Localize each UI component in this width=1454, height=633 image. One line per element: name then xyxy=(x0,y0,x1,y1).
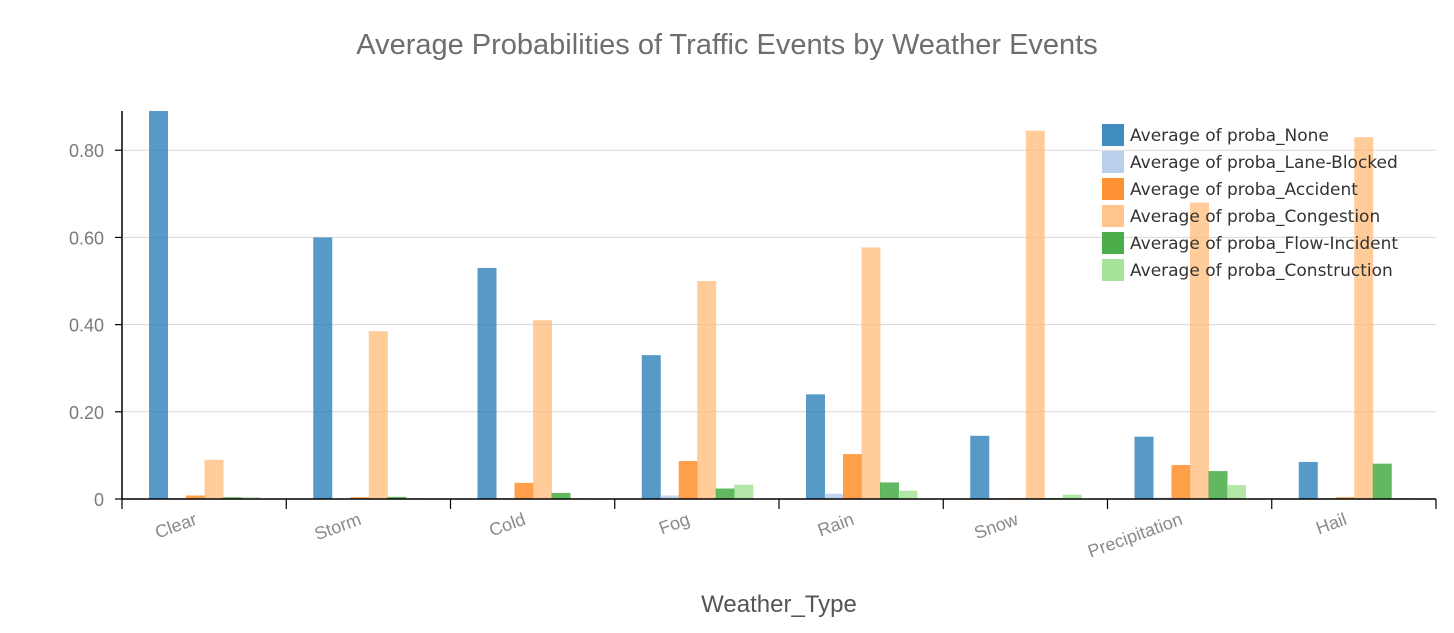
bar-precipitation-6[interactable] xyxy=(1227,485,1246,499)
bar-rain-5[interactable] xyxy=(880,482,899,499)
bar-rain-2[interactable] xyxy=(824,493,844,499)
bar-hail-1[interactable] xyxy=(1298,461,1318,499)
y-tick-label: 0.20 xyxy=(69,403,104,423)
bar-hail-5[interactable] xyxy=(1372,463,1392,499)
bar-clear-6[interactable] xyxy=(241,497,261,499)
axes-group xyxy=(115,111,1437,509)
bar-cold-3[interactable] xyxy=(514,482,534,499)
x-tick-labels: Clear Storm Cold Fog Rain Snow Precipitation Ha… xyxy=(152,509,1349,562)
bar-hail-4[interactable] xyxy=(1354,137,1374,500)
legend-item-label[interactable]: Average of proba_Accident xyxy=(1130,180,1358,200)
bar-rain-4[interactable] xyxy=(861,247,881,499)
bar-storm-4[interactable] xyxy=(368,331,388,499)
bar-precipitation-5[interactable] xyxy=(1208,471,1228,499)
bar-cold-5[interactable] xyxy=(551,492,571,499)
bar-rain-1[interactable] xyxy=(806,394,825,499)
x-tick-label: Storm xyxy=(312,509,364,544)
bars-group xyxy=(149,111,1411,500)
legend-swatch xyxy=(1102,178,1124,200)
legend-item-label[interactable]: Average of proba_Lane-Blocked xyxy=(1130,153,1398,173)
y-tick-label: 0.80 xyxy=(69,141,104,161)
bar-fog-5[interactable] xyxy=(715,488,735,499)
bar-storm-5[interactable] xyxy=(387,496,407,499)
legend-swatch xyxy=(1102,205,1124,227)
bar-precipitation-4[interactable] xyxy=(1190,202,1209,499)
bar-cold-1[interactable] xyxy=(477,267,497,499)
legend-item-label[interactable]: Average of proba_Congestion xyxy=(1130,207,1380,227)
legend[interactable]: Average of proba_None Average of proba_La… xyxy=(1102,124,1398,281)
x-tick-label: Fog xyxy=(656,509,692,538)
bar-snow-6[interactable] xyxy=(1062,494,1082,499)
x-tick-label: Clear xyxy=(152,509,199,543)
x-tick-label: Cold xyxy=(486,509,528,540)
legend-item-label[interactable]: Average of proba_None xyxy=(1130,126,1329,146)
bar-precipitation-1[interactable] xyxy=(1134,436,1154,499)
legend-swatch xyxy=(1102,232,1124,254)
bar-precipitation-3[interactable] xyxy=(1171,464,1191,499)
bar-fog-6[interactable] xyxy=(734,484,754,499)
bar-snow-1[interactable] xyxy=(970,435,990,499)
y-tick-label: 0.40 xyxy=(69,316,104,336)
bar-fog-2[interactable] xyxy=(660,495,680,499)
bar-hail-3[interactable] xyxy=(1335,497,1355,499)
x-axis-label: Weather_Type xyxy=(701,591,857,618)
bar-clear-3[interactable] xyxy=(186,495,205,499)
bar-rain-6[interactable] xyxy=(898,490,918,499)
chart-title: Average Probabilities of Traffic Events … xyxy=(356,29,1098,61)
legend-swatch xyxy=(1102,259,1124,281)
legend-swatch xyxy=(1102,124,1124,146)
bar-clear-4[interactable] xyxy=(204,459,224,499)
bar-fog-4[interactable] xyxy=(697,281,717,499)
x-tick-label: Hail xyxy=(1313,509,1349,538)
x-tick-label: Snow xyxy=(972,509,1022,544)
y-tick-labels: 0 0.20 0.40 0.60 0.80 xyxy=(69,141,104,510)
bar-clear-1[interactable] xyxy=(149,111,168,499)
y-tick-label: 0.60 xyxy=(69,228,104,248)
bar-snow-4[interactable] xyxy=(1025,130,1045,499)
y-tick-label: 0 xyxy=(94,490,104,510)
legend-swatch xyxy=(1102,151,1124,173)
legend-item-label[interactable]: Average of proba_Construction xyxy=(1130,261,1393,281)
bar-clear-5[interactable] xyxy=(223,497,242,499)
bar-storm-3[interactable] xyxy=(350,497,370,499)
bar-cold-4[interactable] xyxy=(533,320,552,499)
x-tick-label: Rain xyxy=(815,509,857,540)
bar-fog-3[interactable] xyxy=(678,461,698,499)
legend-item-label[interactable]: Average of proba_Flow-Incident xyxy=(1130,234,1398,254)
x-tick-label: Precipitation xyxy=(1085,509,1185,562)
bar-rain-3[interactable] xyxy=(843,454,862,499)
gridlines xyxy=(122,149,1436,413)
bar-storm-1[interactable] xyxy=(313,237,333,499)
bar-fog-1[interactable] xyxy=(641,355,661,499)
